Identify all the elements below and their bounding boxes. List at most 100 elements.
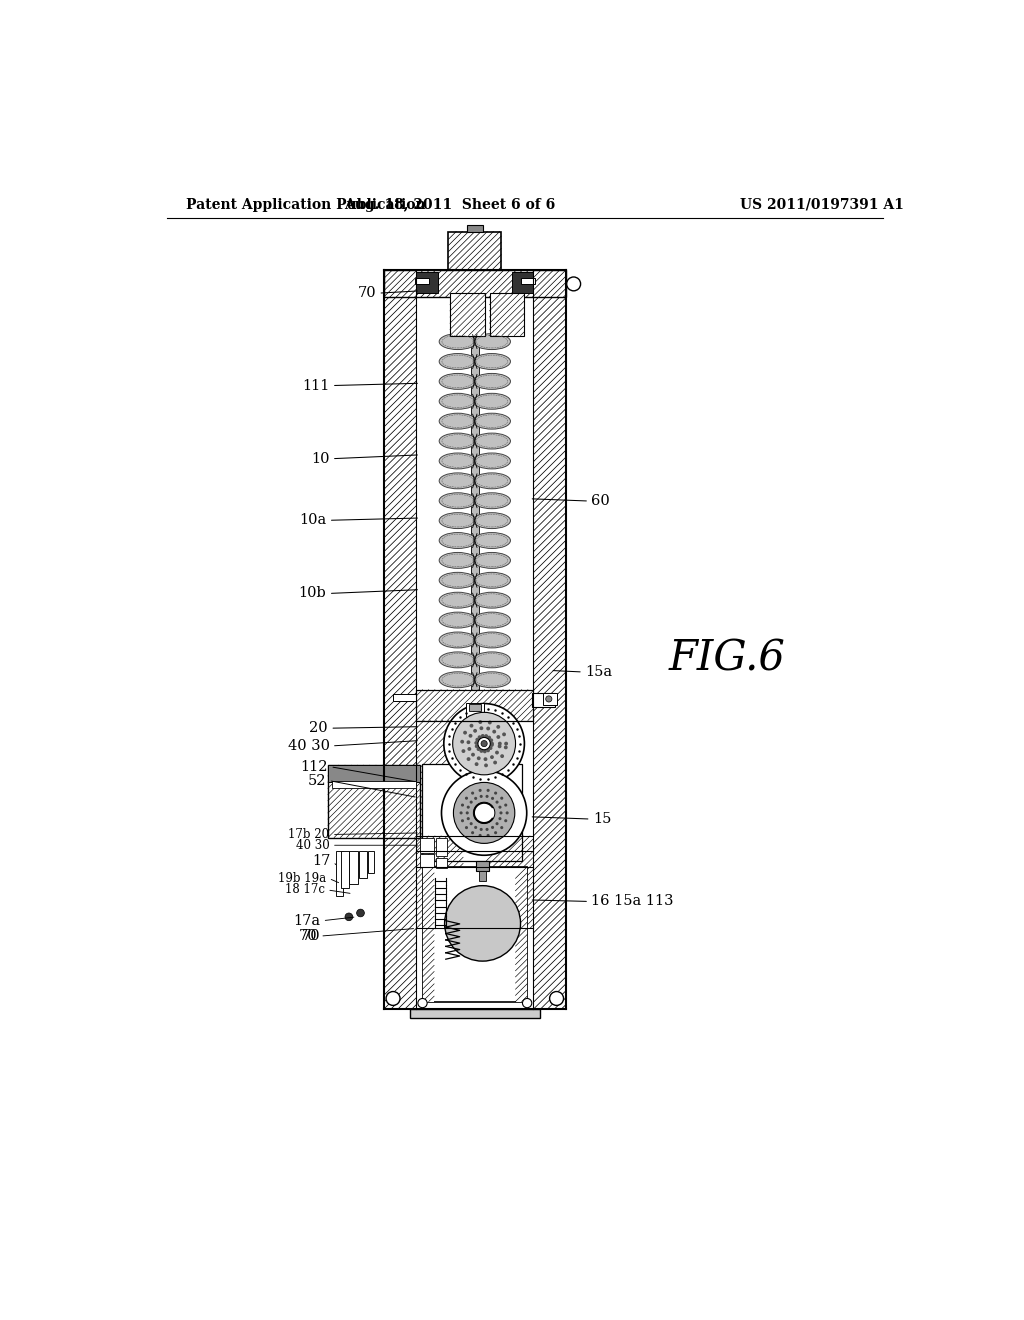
Circle shape — [443, 704, 524, 784]
Circle shape — [479, 828, 482, 832]
Ellipse shape — [473, 374, 510, 389]
Ellipse shape — [473, 413, 510, 429]
Circle shape — [471, 792, 474, 795]
Circle shape — [496, 822, 499, 825]
Circle shape — [474, 808, 477, 812]
Bar — [466, 702, 484, 717]
Circle shape — [550, 991, 563, 1006]
Circle shape — [483, 750, 486, 754]
Circle shape — [490, 826, 495, 829]
Bar — [384, 271, 566, 297]
Bar — [417, 271, 534, 1010]
Circle shape — [484, 820, 487, 824]
Bar — [435, 838, 446, 857]
Circle shape — [490, 742, 494, 746]
Circle shape — [504, 804, 507, 807]
Bar — [469, 704, 481, 711]
Circle shape — [478, 820, 481, 822]
Circle shape — [475, 817, 478, 820]
Ellipse shape — [439, 553, 476, 569]
Circle shape — [495, 751, 499, 755]
Bar — [449, 231, 501, 271]
Text: 52: 52 — [308, 774, 327, 788]
Bar — [417, 721, 458, 851]
Circle shape — [489, 743, 494, 747]
Circle shape — [492, 812, 495, 814]
Ellipse shape — [439, 652, 476, 668]
Bar — [410, 1010, 540, 1019]
Circle shape — [479, 748, 483, 752]
Circle shape — [506, 812, 509, 814]
Ellipse shape — [473, 652, 510, 668]
Circle shape — [484, 803, 487, 805]
Circle shape — [481, 741, 487, 747]
Text: 18 17c: 18 17c — [285, 883, 325, 896]
Circle shape — [492, 808, 495, 812]
Circle shape — [471, 832, 474, 834]
Circle shape — [478, 804, 481, 807]
Circle shape — [467, 747, 471, 751]
Circle shape — [473, 729, 477, 733]
Circle shape — [465, 797, 468, 800]
Circle shape — [486, 789, 489, 792]
Circle shape — [522, 998, 531, 1007]
Circle shape — [481, 803, 484, 805]
Circle shape — [486, 726, 490, 730]
Circle shape — [441, 771, 526, 855]
Circle shape — [473, 812, 476, 814]
Bar — [420, 838, 434, 853]
Text: 60: 60 — [592, 494, 610, 508]
Circle shape — [460, 739, 464, 743]
Circle shape — [484, 734, 488, 738]
Ellipse shape — [473, 512, 510, 528]
Circle shape — [478, 738, 490, 750]
Circle shape — [485, 828, 488, 832]
Circle shape — [493, 730, 497, 734]
Circle shape — [444, 886, 520, 961]
Text: 40 30: 40 30 — [288, 739, 330, 752]
Text: 17a: 17a — [293, 913, 321, 928]
Circle shape — [492, 814, 495, 817]
Circle shape — [463, 731, 467, 735]
Circle shape — [477, 756, 480, 760]
Ellipse shape — [439, 593, 476, 609]
Circle shape — [467, 758, 470, 762]
Bar — [423, 867, 527, 1002]
Ellipse shape — [473, 632, 510, 648]
Ellipse shape — [439, 532, 476, 549]
Circle shape — [470, 822, 473, 825]
Circle shape — [497, 725, 500, 729]
Text: 17b 20: 17b 20 — [289, 828, 330, 841]
Bar — [455, 721, 534, 851]
Ellipse shape — [439, 512, 476, 528]
Circle shape — [481, 820, 484, 824]
Circle shape — [488, 746, 493, 750]
Circle shape — [484, 763, 488, 767]
Circle shape — [476, 747, 480, 751]
Bar — [423, 867, 434, 1002]
Text: 70: 70 — [299, 929, 317, 942]
Text: 15a: 15a — [586, 665, 612, 678]
Circle shape — [494, 832, 498, 834]
Ellipse shape — [439, 393, 476, 409]
Ellipse shape — [439, 492, 476, 508]
Ellipse shape — [473, 532, 510, 549]
Bar — [543, 693, 557, 705]
Ellipse shape — [439, 672, 476, 688]
Circle shape — [489, 738, 494, 742]
Circle shape — [479, 726, 483, 730]
Ellipse shape — [473, 393, 510, 409]
Circle shape — [478, 834, 481, 837]
Circle shape — [478, 789, 481, 792]
Circle shape — [454, 783, 515, 843]
Bar — [435, 858, 446, 869]
Circle shape — [356, 909, 365, 917]
Circle shape — [475, 738, 479, 742]
Ellipse shape — [473, 492, 510, 508]
Circle shape — [496, 801, 499, 804]
Bar — [415, 277, 429, 284]
Ellipse shape — [473, 612, 510, 628]
Ellipse shape — [439, 334, 476, 350]
Ellipse shape — [439, 573, 476, 589]
Circle shape — [475, 762, 478, 766]
